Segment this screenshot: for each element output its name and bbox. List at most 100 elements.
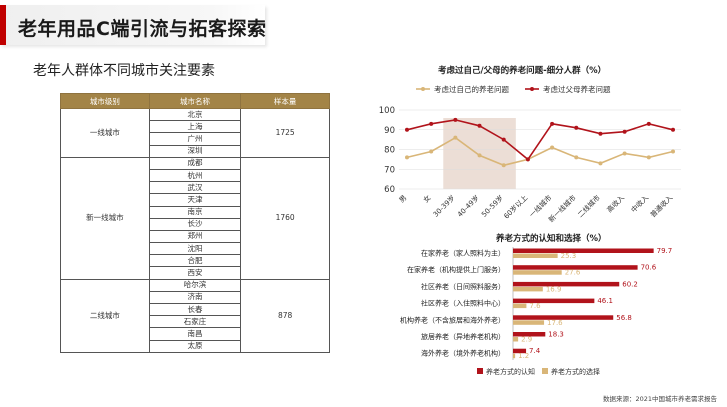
bar: [513, 248, 654, 253]
series-line: [406, 136, 674, 167]
legend-swatch: [477, 368, 483, 374]
y-tick-label: 90: [384, 126, 395, 136]
data-point: [429, 149, 434, 154]
table-row: 新一线城市 成都 1760: [60, 156, 330, 280]
bar: [513, 303, 527, 309]
data-point: [525, 157, 530, 162]
bar-category-label: 在家养老（家人照料为主）: [421, 249, 505, 258]
title-accent-bar: [0, 5, 6, 45]
col-header-sample: 样本量: [240, 93, 330, 109]
table-row: 太原: [61, 339, 330, 353]
bar: [513, 348, 527, 354]
x-tick-label: 30-39岁: [431, 193, 457, 219]
data-point: [477, 153, 482, 158]
data-point: [453, 117, 458, 122]
sample-cell: 878: [240, 278, 330, 353]
bar-value-label: 1.2: [518, 352, 529, 360]
col-header-tier: 城市级别: [60, 93, 150, 109]
data-point: [429, 121, 434, 126]
bar-value-label: 16.9: [546, 285, 562, 293]
bar: [513, 320, 545, 325]
data-point: [598, 131, 603, 136]
bar: [513, 298, 595, 304]
bar-value-label: 7.6: [529, 302, 541, 310]
bar: [513, 337, 519, 342]
series-line: [406, 119, 674, 161]
bar-value-label: 79.7: [657, 247, 673, 255]
data-point: [622, 151, 627, 156]
data-point: [646, 121, 651, 126]
bar-value-label: 18.3: [548, 331, 564, 339]
data-point: [574, 125, 579, 130]
legend-swatch: [542, 368, 548, 374]
legend-label: 养老方式的选择: [551, 367, 600, 376]
page-title: 老年用品C端引流与拓客探索: [18, 18, 267, 40]
x-tick-label: 二线城市: [576, 193, 602, 219]
bar-category-label: 机构养老（不含旅居和海外养老）: [400, 315, 505, 324]
legend-label: 考虑过父母养老问题: [543, 84, 611, 94]
section-subtitle: 老年人群体不同城市关注要素: [33, 63, 215, 79]
bar-value-label: 25.3: [561, 252, 577, 260]
x-tick-label: 高收入: [605, 193, 626, 214]
data-point: [501, 137, 506, 142]
bar: [513, 265, 638, 270]
bar-chart-title: 养老方式的认知和选择（%）: [496, 234, 607, 244]
x-tick-label: 普通收入: [648, 193, 674, 219]
data-point: [622, 129, 627, 134]
city-tier-table: 城市级别 城市名称 样本量 一线城市 北京 1725 上海 广州 深圳 新一线城市 成都 176…: [60, 93, 330, 353]
bar: [513, 286, 543, 292]
line-chart-title: 考虑过自己/父母的养老问题-细分人群（%）: [438, 66, 607, 76]
bar-category-label: 海外养老（境外养老机构）: [421, 349, 505, 358]
data-point: [405, 155, 409, 160]
data-point: [646, 155, 651, 160]
bar: [513, 281, 620, 287]
x-tick-label: 中收入: [629, 193, 650, 214]
bar-value-label: 56.8: [616, 314, 632, 322]
bar: [513, 353, 516, 359]
bar-category-label: 在家养老（机构提供上门服务）: [407, 265, 505, 274]
bar-value-label: 27.6: [565, 269, 581, 277]
bar-category-label: 社区养老（入住照料中心）: [421, 299, 505, 308]
bar-category-label: 旅居养老（异地养老机构）: [421, 332, 505, 341]
title-bar: 老年用品C端引流与拓客探索: [0, 5, 267, 45]
x-tick-label: 60岁以上: [502, 193, 530, 221]
data-point: [671, 127, 675, 132]
bar: [513, 253, 558, 258]
x-tick-label: 40-49岁: [455, 193, 481, 219]
data-point: [550, 121, 555, 126]
data-point: [477, 123, 482, 128]
x-tick-label: 男: [398, 194, 409, 205]
bar-value-label: 7.4: [529, 347, 541, 355]
y-tick-label: 70: [384, 165, 395, 175]
bar: [513, 332, 546, 337]
y-tick-label: 80: [384, 146, 395, 156]
y-tick-label: 60: [384, 185, 395, 195]
y-tick-label: 100: [379, 106, 395, 116]
col-header-city: 城市名称: [148, 93, 242, 109]
data-point: [453, 135, 458, 140]
city-cell: 哈尔滨: [148, 278, 242, 292]
legend-label: 考虑过自己的养老问题: [434, 84, 509, 94]
bar-value-label: 60.2: [622, 280, 638, 288]
tier-cell: 一线城市: [60, 108, 150, 158]
data-point: [550, 145, 555, 150]
data-point: [598, 161, 603, 166]
bar-value-label: 17.6: [547, 319, 563, 327]
sample-cell: 1760: [240, 156, 330, 280]
data-point: [574, 155, 579, 160]
bar: [513, 315, 614, 320]
data-source-note: 数据来源：2021中国城市养老需求报告: [602, 395, 717, 403]
bar-value-label: 2.9: [521, 336, 532, 344]
x-tick-label: 女: [421, 193, 432, 204]
bar: [513, 270, 562, 275]
bar-value-label: 70.6: [641, 264, 657, 272]
city-cell: 太原: [148, 339, 242, 353]
table-row: 二线城市 哈尔滨 878: [60, 278, 330, 353]
table-header-row: 城市级别 城市名称 样本量: [60, 93, 330, 109]
bar-category-label: 社区养老（日间照料服务）: [421, 282, 505, 291]
legend-marker: [421, 87, 425, 91]
city-table-body: 一线城市 北京 1725 上海 广州 深圳 新一线城市 成都 1760 杭州 武汉 天津 南京 长沙 郑州沈…: [60, 107, 330, 353]
data-point: [671, 149, 675, 154]
legend-label: 养老方式的认知: [486, 367, 535, 376]
